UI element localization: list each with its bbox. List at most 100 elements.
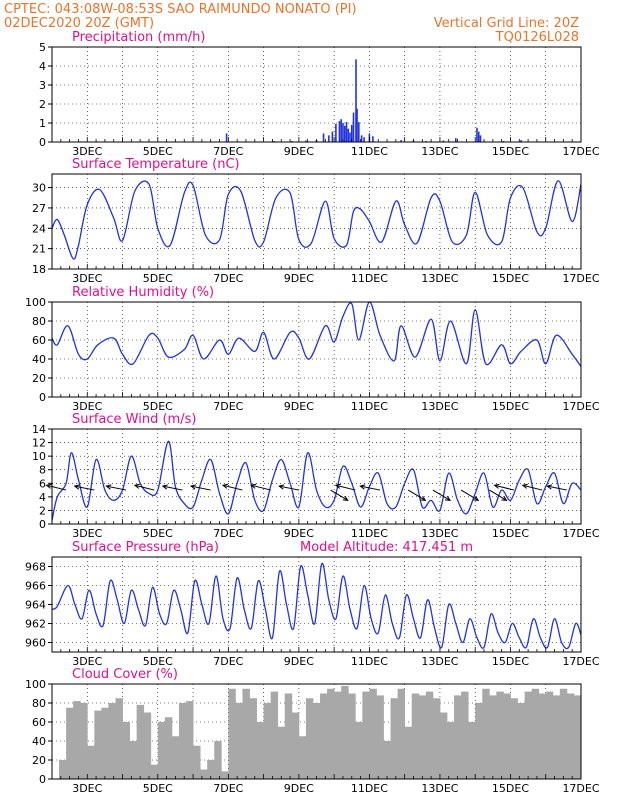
temperature-xtick-label: 13DEC bbox=[421, 272, 458, 285]
cloud-cover-xtick-label: 3DEC bbox=[72, 782, 102, 795]
cloud-cover-bar bbox=[439, 712, 448, 779]
cloud-cover-bar bbox=[432, 698, 441, 779]
cloud-cover-bar bbox=[334, 691, 342, 779]
cloud-cover-bar bbox=[503, 693, 511, 779]
cloud-cover-bar bbox=[73, 701, 81, 779]
cloud-cover-bar bbox=[270, 691, 279, 779]
humidity-xtick-label: 3DEC bbox=[72, 400, 102, 413]
precipitation-xtick-label: 9DEC bbox=[284, 145, 314, 158]
cloud-cover-bar bbox=[355, 722, 363, 779]
cloud-cover-bar bbox=[531, 688, 540, 779]
precipitation-bar bbox=[363, 137, 365, 142]
wind-ytick-label: 10 bbox=[32, 450, 46, 463]
humidity-panel: Relative Humidity (%) 0 20 40 60 80 100 3DEC 5D… bbox=[25, 285, 600, 413]
wind-xtick-label: 15DEC bbox=[492, 527, 529, 540]
precipitation-ytick-label: 1 bbox=[39, 117, 46, 130]
wind-arrow bbox=[330, 489, 349, 501]
precipitation-bar bbox=[343, 125, 346, 142]
precipitation-xtick-label: 3DEC bbox=[72, 145, 102, 158]
cloud-cover-bar bbox=[122, 722, 130, 779]
temperature-title: Surface Temperature (nC) bbox=[72, 157, 240, 172]
cloud-cover-bar bbox=[59, 760, 67, 779]
humidity-ytick-label: 40 bbox=[32, 353, 46, 366]
humidity-xtick-label: 7DEC bbox=[213, 400, 243, 413]
cloud-cover-bar bbox=[559, 688, 568, 779]
precipitation-bar bbox=[477, 131, 480, 142]
cloud-cover-bar bbox=[552, 695, 561, 779]
cloud-cover-bar bbox=[376, 695, 384, 779]
cloud-cover-bar bbox=[108, 703, 116, 779]
cloud-cover-bar bbox=[496, 691, 504, 779]
humidity-ytick-label: 20 bbox=[32, 372, 46, 385]
wind-arrow bbox=[407, 489, 427, 501]
precipitation-xtick-label: 5DEC bbox=[143, 145, 173, 158]
wind-arrow bbox=[359, 484, 381, 491]
humidity-ytick-label: 80 bbox=[32, 315, 46, 328]
precipitation-bar bbox=[520, 140, 522, 142]
cloud-cover-bar bbox=[214, 741, 222, 779]
wind-arrow bbox=[432, 489, 452, 501]
wind-arrow bbox=[189, 484, 211, 491]
precipitation-ytick-label: 2 bbox=[39, 98, 46, 111]
cloud-cover-xtick-label: 15DEC bbox=[492, 782, 529, 795]
wind-ytick-label: 0 bbox=[39, 518, 46, 531]
cloud-cover-bar bbox=[115, 698, 123, 779]
pressure-xtick-label: 3DEC bbox=[72, 655, 102, 668]
cloud-cover-bar bbox=[489, 695, 497, 779]
cloud-cover-bar bbox=[312, 703, 321, 779]
cloud-cover-bar bbox=[150, 764, 159, 779]
cloud-cover-xtick-label: 9DEC bbox=[284, 782, 314, 795]
cloud-cover-bar bbox=[341, 685, 349, 779]
cloud-cover-bar bbox=[235, 703, 243, 779]
humidity-xtick-label: 11DEC bbox=[351, 400, 388, 413]
cloud-cover-bar bbox=[425, 691, 434, 779]
cloud-cover-bar bbox=[291, 712, 300, 779]
cloud-cover-bar bbox=[186, 701, 194, 779]
cloud-cover-xtick-label: 11DEC bbox=[351, 782, 388, 795]
cloud-cover-bar bbox=[66, 707, 74, 779]
precipitation-bar bbox=[356, 108, 358, 142]
precipitation-bar bbox=[305, 140, 307, 142]
cloud-cover-bar bbox=[510, 698, 518, 779]
precipitation-bar bbox=[335, 123, 337, 142]
cloud-cover-xtick-label: 7DEC bbox=[213, 782, 243, 795]
cloud-cover-ytick-label: 100 bbox=[25, 678, 46, 691]
cloud-cover-bar bbox=[475, 703, 483, 779]
cloud-cover-bar bbox=[242, 688, 250, 779]
cloud-cover-bar bbox=[87, 745, 95, 779]
cloud-cover-bar bbox=[263, 703, 272, 779]
temperature-series-line bbox=[52, 180, 581, 260]
pressure-ytick-label: 968 bbox=[25, 561, 46, 574]
wind-arrow bbox=[493, 483, 515, 491]
cloud-cover-bar bbox=[411, 693, 420, 779]
model-altitude-annotation: Model Altitude: 417.451 m bbox=[300, 540, 473, 555]
pressure-series-line bbox=[52, 563, 581, 650]
wind-arrow bbox=[105, 484, 127, 491]
wind-arrow bbox=[460, 489, 480, 501]
precipitation-bar bbox=[372, 136, 374, 142]
temperature-xtick-label: 7DEC bbox=[213, 272, 243, 285]
temperature-panel: Surface Temperature (nC) 18 21 24 27 30 3DEC 5… bbox=[32, 157, 600, 285]
cloud-cover-title: Cloud Cover (%) bbox=[72, 667, 178, 682]
cloud-cover-bar bbox=[383, 741, 391, 779]
wind-xtick-label: 11DEC bbox=[351, 527, 388, 540]
cloud-cover-bar bbox=[298, 736, 307, 779]
cloud-cover-bar bbox=[573, 695, 581, 779]
pressure-xtick-label: 17DEC bbox=[562, 655, 599, 668]
wind-ytick-label: 8 bbox=[39, 464, 46, 477]
cloud-cover-bar bbox=[136, 704, 145, 779]
pressure-xtick-label: 9DEC bbox=[284, 655, 314, 668]
wind-frame bbox=[51, 428, 582, 525]
precipitation-xtick-label: 11DEC bbox=[351, 145, 388, 158]
precipitation-bar bbox=[358, 122, 360, 142]
cloud-cover-bar bbox=[101, 707, 109, 779]
cloud-cover-bar bbox=[305, 698, 314, 779]
temperature-xtick-label: 15DEC bbox=[492, 272, 529, 285]
precipitation-bar bbox=[355, 59, 357, 142]
humidity-xtick-label: 9DEC bbox=[284, 400, 314, 413]
wind-arrow bbox=[161, 484, 183, 491]
precipitation-bar bbox=[328, 135, 330, 142]
precipitation-bar bbox=[322, 133, 325, 142]
